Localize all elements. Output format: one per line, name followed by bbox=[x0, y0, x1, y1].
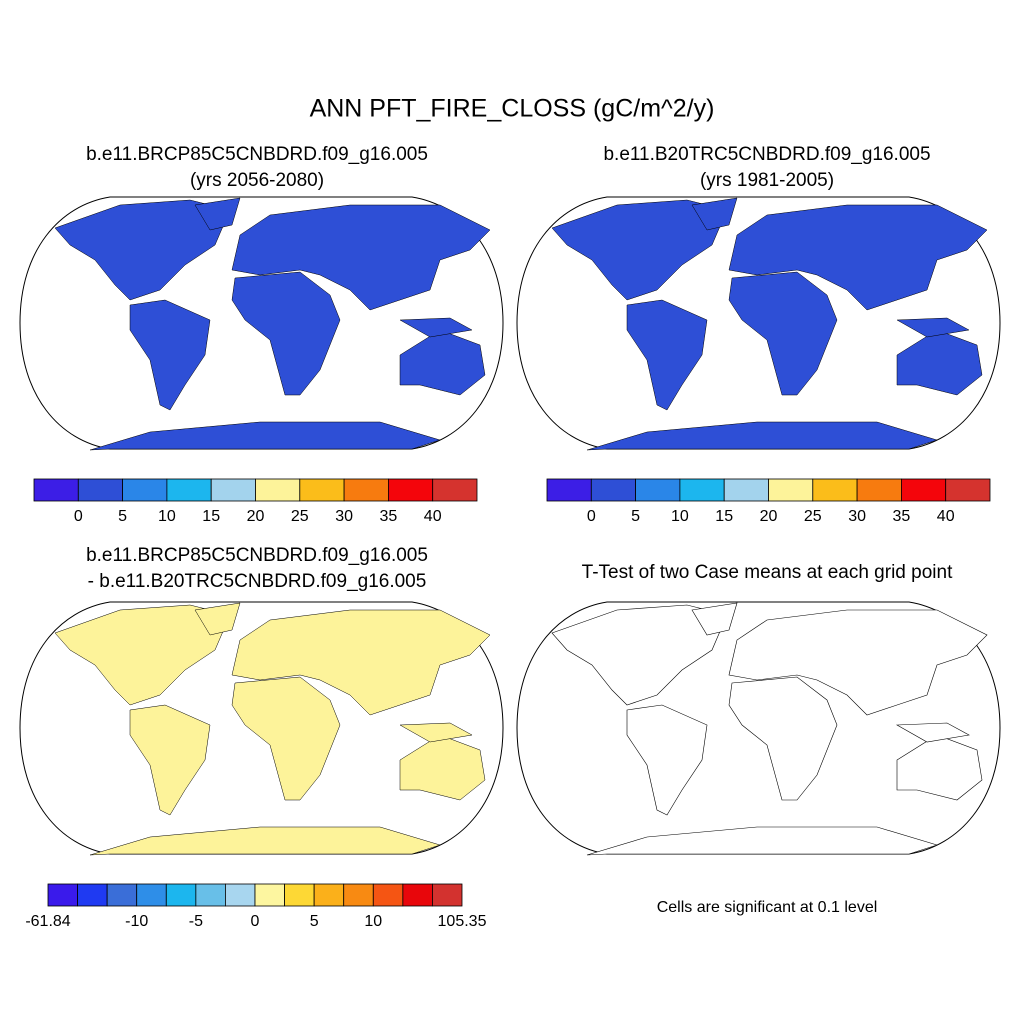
colorbar-box bbox=[165, 883, 197, 907]
colorbar-label: 5 bbox=[310, 913, 319, 930]
colorbar-box bbox=[33, 478, 79, 502]
colorbar-box bbox=[136, 883, 167, 907]
colorbar-label: 0 bbox=[251, 913, 260, 930]
colorbar-label: 30 bbox=[848, 508, 866, 525]
colorbar-box bbox=[679, 478, 725, 502]
colorbar-box bbox=[402, 883, 433, 907]
map-panel: b.e11.B20TRC5CNBDRD.f09_g16.005 (yrs 198… bbox=[516, 144, 1001, 451]
colorbar-box bbox=[432, 883, 463, 907]
panel-title: T-Test of two Case means at each grid po… bbox=[582, 562, 953, 583]
colorbar-label: 35 bbox=[893, 508, 911, 525]
colorbar-box bbox=[77, 478, 124, 502]
colorbar-label: 5 bbox=[118, 508, 127, 525]
figure-title: ANN PFT_FIRE_CLOSS (gC/m^2/y) bbox=[310, 95, 715, 123]
colorbar-label: 15 bbox=[202, 508, 220, 525]
colorbar-box bbox=[254, 883, 285, 907]
colorbar-box bbox=[299, 478, 345, 502]
colorbar-box bbox=[856, 478, 902, 502]
colorbar-box bbox=[768, 478, 814, 502]
colorbar-label: 105.35 bbox=[438, 913, 487, 930]
colorbar-label: 0 bbox=[587, 508, 596, 525]
panel-title: b.e11.BRCP85C5CNBDRD.f09_g16.005 bbox=[86, 144, 428, 165]
colorbar-box bbox=[812, 478, 858, 502]
panel-title: b.e11.BRCP85C5CNBDRD.f09_g16.005 bbox=[86, 545, 428, 566]
colorbar-label: 10 bbox=[671, 508, 689, 525]
map-panel: b.e11.BRCP85C5CNBDRD.f09_g16.005 - b.e11… bbox=[19, 545, 504, 856]
colorbar-box bbox=[166, 478, 212, 502]
colorbar-box bbox=[284, 883, 315, 907]
panel-note: Cells are significant at 0.1 level bbox=[657, 899, 878, 916]
colorbar-label: 10 bbox=[364, 913, 382, 930]
colorbar-box bbox=[343, 478, 389, 502]
colorbar-box bbox=[255, 478, 301, 502]
panel-subtitle: - b.e11.B20TRC5CNBDRD.f09_g16.005 bbox=[88, 571, 427, 592]
colorbar-box bbox=[546, 478, 592, 502]
colorbar-label: 30 bbox=[335, 508, 353, 525]
colorbar-box bbox=[901, 478, 947, 502]
map-panel: b.e11.BRCP85C5CNBDRD.f09_g16.005 (yrs 20… bbox=[19, 144, 504, 451]
colorbar-box bbox=[343, 883, 374, 907]
colorbar-box bbox=[945, 478, 991, 502]
colorbar-label: -61.84 bbox=[25, 913, 70, 930]
panel-title: b.e11.B20TRC5CNBDRD.f09_g16.005 bbox=[603, 144, 930, 165]
panel-subtitle: (yrs 1981-2005) bbox=[700, 170, 834, 191]
colorbar-label: 20 bbox=[247, 508, 265, 525]
colorbar-box bbox=[723, 478, 769, 502]
map-panel: T-Test of two Case means at each grid po… bbox=[516, 562, 1001, 916]
colorbar-label: 40 bbox=[424, 508, 442, 525]
panel-subtitle: (yrs 2056-2080) bbox=[190, 170, 324, 191]
colorbar-box bbox=[372, 883, 404, 907]
colorbar-label: 25 bbox=[291, 508, 309, 525]
colorbar-box bbox=[47, 883, 78, 907]
colorbar-label: 25 bbox=[804, 508, 822, 525]
colorbar-box bbox=[77, 883, 108, 907]
colorbar-box bbox=[195, 883, 226, 907]
colorbar-box bbox=[122, 478, 168, 502]
colorbar-label: 15 bbox=[715, 508, 733, 525]
colorbar-box bbox=[590, 478, 636, 502]
colorbar-box bbox=[210, 478, 256, 502]
colorbar-label: 35 bbox=[380, 508, 398, 525]
colorbar-box bbox=[225, 883, 256, 907]
colorbar-label: 10 bbox=[158, 508, 176, 525]
colorbar-box bbox=[432, 478, 478, 502]
colorbar-box bbox=[313, 883, 345, 907]
colorbar-label: -10 bbox=[125, 913, 148, 930]
colorbar-box bbox=[635, 478, 681, 502]
colorbar-label: 0 bbox=[74, 508, 83, 525]
colorbar-label: 40 bbox=[937, 508, 955, 525]
colorbar-label: 20 bbox=[760, 508, 778, 525]
colorbar-label: -5 bbox=[189, 913, 203, 930]
colorbar-label: 5 bbox=[631, 508, 640, 525]
colorbar-box bbox=[106, 883, 138, 907]
colorbar-box bbox=[387, 478, 434, 502]
